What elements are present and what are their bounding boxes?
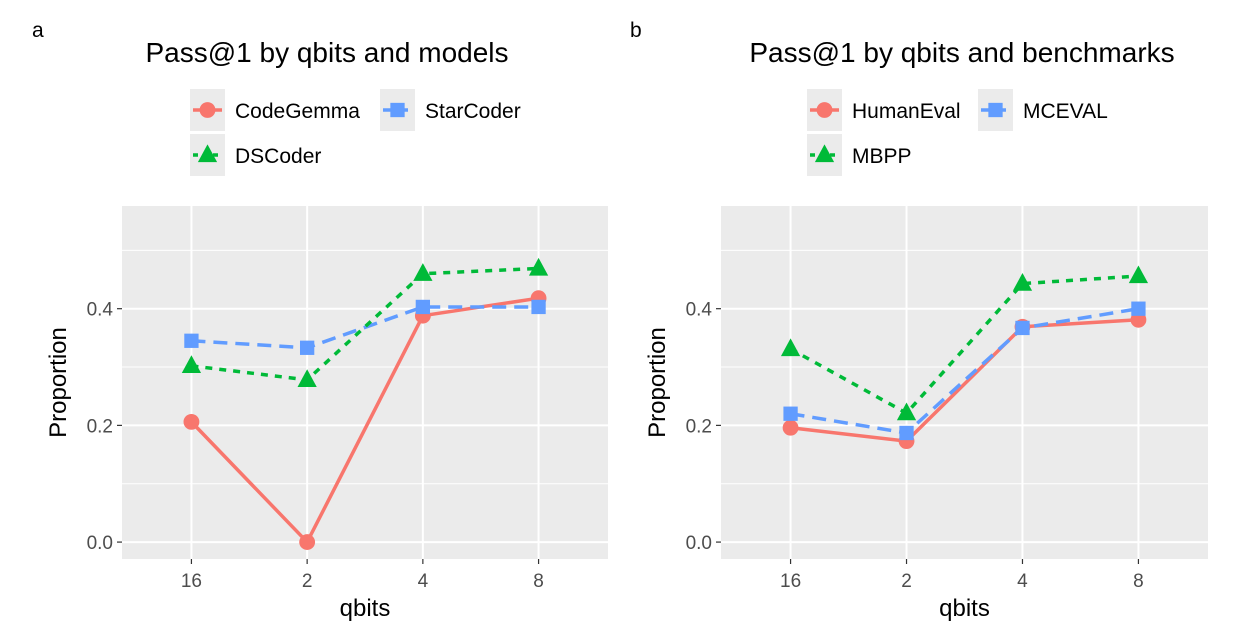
data-point-mceval: [899, 425, 914, 441]
data-point-mceval: [1131, 301, 1146, 316]
legend-item: MBPP: [807, 134, 912, 176]
y-tick-label: 0.2: [686, 416, 712, 437]
data-point-starcoder: [299, 340, 315, 355]
legend-item: DSCoder: [190, 134, 321, 176]
legend-label: StarCoder: [425, 100, 521, 123]
legend-key-marker: [814, 144, 835, 163]
series-line-mceval: [790, 306, 1139, 435]
data-point-mceval: [783, 406, 798, 421]
data-point-starcoder: [184, 333, 199, 348]
data-point-dscoder: [297, 369, 317, 388]
chart-title: Pass@1 by qbits and models: [145, 37, 508, 68]
y-tick-label: 0.0: [686, 533, 712, 554]
data-point-starcoder: [531, 299, 546, 315]
legend-label: DSCoder: [235, 145, 321, 168]
data-point-humaneval: [782, 419, 799, 436]
x-tick-label: 4: [418, 571, 429, 592]
x-tick-label: 8: [1133, 571, 1144, 592]
data-point-dscoder: [181, 355, 202, 374]
data-point-mbpp: [1128, 265, 1149, 284]
legend-item: StarCoder: [380, 89, 521, 131]
legend: CodeGemma StarCoder DSCoder: [190, 89, 521, 176]
chart-title: Pass@1 by qbits and benchmarks: [749, 37, 1174, 68]
series-line-humaneval: [790, 318, 1139, 443]
x-tick-label: 2: [901, 571, 912, 592]
panel-label: a: [32, 19, 44, 42]
data-point-starcoder: [415, 299, 431, 315]
legend-item: CodeGemma: [190, 89, 360, 131]
series-line-mbpp: [789, 274, 1139, 415]
x-axis-title: qbits: [340, 595, 391, 622]
data-point-codegemma: [183, 413, 200, 430]
legend-key-marker: [816, 102, 833, 118]
panel-b: b Pass@1 by qbits and benchmarks HumanEval…: [630, 19, 1208, 622]
legend-key-marker: [197, 144, 218, 163]
legend-label: CodeGemma: [235, 100, 360, 123]
y-tick-label: 0.4: [686, 300, 713, 321]
series-line-dscoder: [191, 266, 539, 382]
data-point-mceval: [1015, 320, 1030, 336]
legend-key-marker: [390, 102, 405, 118]
legend-key-marker: [199, 102, 216, 118]
data-point-dscoder: [413, 263, 433, 281]
y-tick-label: 0.0: [87, 533, 113, 554]
x-tick-label: 8: [533, 571, 544, 592]
legend-item: HumanEval: [807, 89, 961, 131]
x-tick-label: 16: [780, 571, 801, 592]
y-tick-label: 0.2: [87, 416, 113, 437]
data-point-mbpp: [780, 338, 801, 357]
legend-label: MBPP: [852, 145, 912, 168]
legend-label: HumanEval: [852, 100, 961, 123]
panel-label: b: [630, 19, 642, 42]
data-point-mbpp: [896, 402, 917, 421]
y-axis-title: Proportion: [644, 327, 671, 438]
y-tick-label: 0.4: [87, 300, 114, 321]
legend-item: MCEVAL: [978, 89, 1108, 131]
legend-label: MCEVAL: [1023, 100, 1108, 123]
panel-a: a Pass@1 by qbits and models CodeGemma Star…: [32, 19, 608, 622]
x-tick-label: 16: [181, 571, 202, 592]
plot-background: [122, 206, 608, 559]
y-axis-title: Proportion: [45, 327, 72, 438]
legend-key-marker: [988, 102, 1003, 118]
x-tick-label: 2: [302, 571, 313, 592]
x-axis-title: qbits: [939, 595, 990, 622]
series-line-starcoder: [191, 305, 539, 350]
x-tick-label: 4: [1017, 571, 1028, 592]
legend: HumanEval MCEVAL MBPP: [807, 89, 1108, 176]
data-point-dscoder: [528, 257, 549, 276]
data-point-mbpp: [1012, 273, 1033, 291]
data-point-codegemma: [299, 534, 316, 550]
